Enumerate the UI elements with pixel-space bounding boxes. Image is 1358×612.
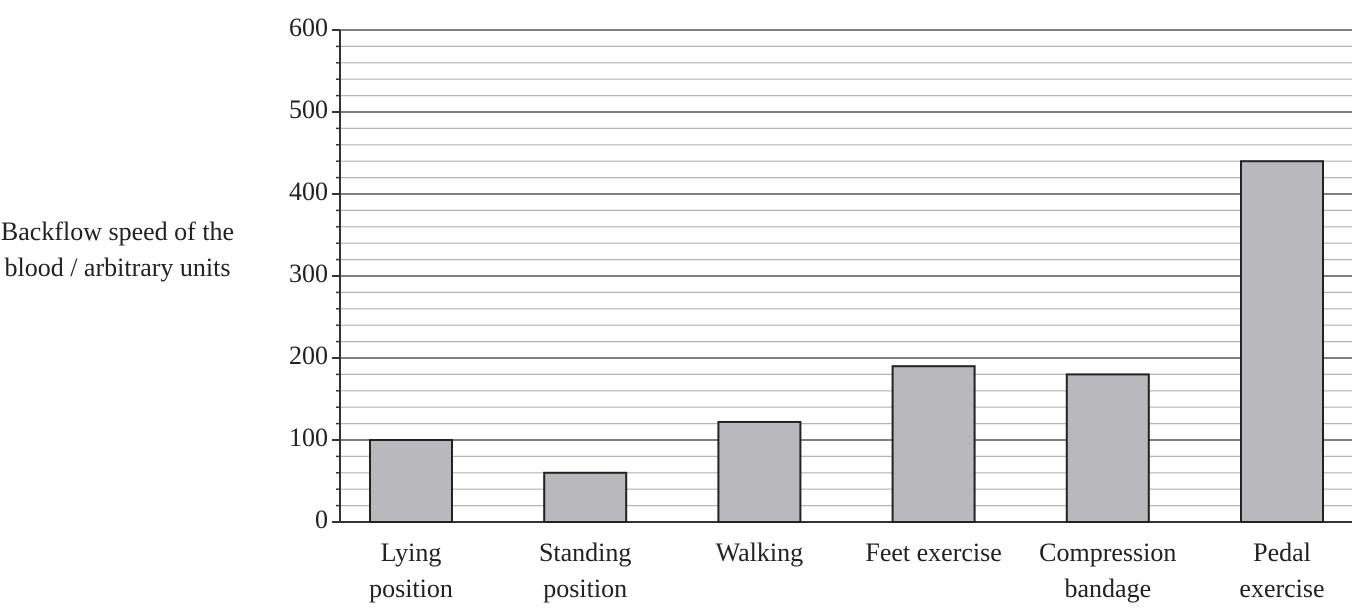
bar [543,471,628,523]
x-tick-label: Walking [715,538,804,567]
x-tick-label: Standing position [538,538,632,603]
y-tick-label: 100 [289,423,328,452]
bar [891,365,976,524]
x-tick-label: Pedal exercise [1239,538,1325,603]
y-tick-label: 0 [315,505,328,534]
y-tick-label: 600 [289,13,328,42]
x-tick-label: Feet exercise [865,538,1002,567]
x-tick-label: Compression bandage [1039,538,1177,603]
y-tick-label: 200 [289,341,328,370]
y-tick-label: 300 [289,259,328,288]
bar [1240,160,1324,523]
y-axis-label: Backflow speed of the blood / arbitrary … [0,217,235,282]
y-tick-label: 500 [289,95,328,124]
bar [1065,373,1150,523]
bar [369,439,453,523]
bar [717,420,802,523]
x-tick-label: Lying position [369,538,453,603]
y-tick-label: 400 [289,177,328,206]
